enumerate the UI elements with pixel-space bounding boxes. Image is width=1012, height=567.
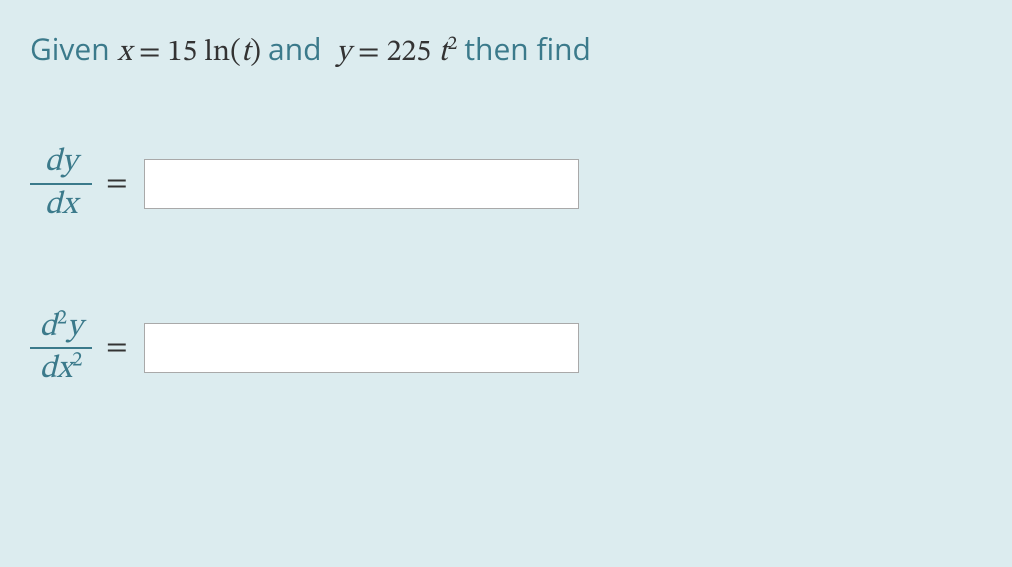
equals-2: = [358, 38, 380, 68]
then-find: then find [464, 28, 591, 69]
row-dy-dx: dy dx = [30, 144, 982, 224]
exp-2: 2 [448, 34, 458, 54]
ln-func: ln [204, 38, 230, 68]
fraction-bar [30, 183, 92, 185]
numerator-dy: dy [41, 144, 82, 181]
var-t-arg: t [241, 38, 250, 68]
paren-open: ( [230, 38, 241, 68]
var-t: t [438, 38, 447, 68]
answer-input-dy-dx[interactable] [144, 159, 579, 209]
coef-225: 225 [387, 38, 432, 68]
answer-input-d2y-dx2[interactable] [144, 323, 579, 373]
equals-sign: = [106, 329, 128, 367]
numerator-d2y: d2y [35, 309, 86, 346]
fraction-bar [30, 347, 92, 349]
problem-prompt: Given x = 15 ln(t) and y = 225 t2 then f… [30, 28, 982, 74]
row-d2y-dx2: d2y dx2 = [30, 309, 982, 389]
equals-sign: = [106, 165, 128, 203]
var-y: y [336, 38, 351, 68]
fraction-dy-dx: dy dx [30, 144, 92, 224]
paren-close: ) [250, 38, 261, 68]
denominator-dx2: dx2 [36, 351, 87, 388]
denominator-dx: dx [41, 187, 82, 224]
var-x: x [117, 38, 131, 68]
fraction-d2y-dx2: d2y dx2 [30, 309, 92, 389]
and-word: and [268, 28, 321, 69]
coef-15: 15 [168, 38, 198, 68]
given-word: Given [30, 28, 110, 69]
equals-1: = [139, 38, 161, 68]
